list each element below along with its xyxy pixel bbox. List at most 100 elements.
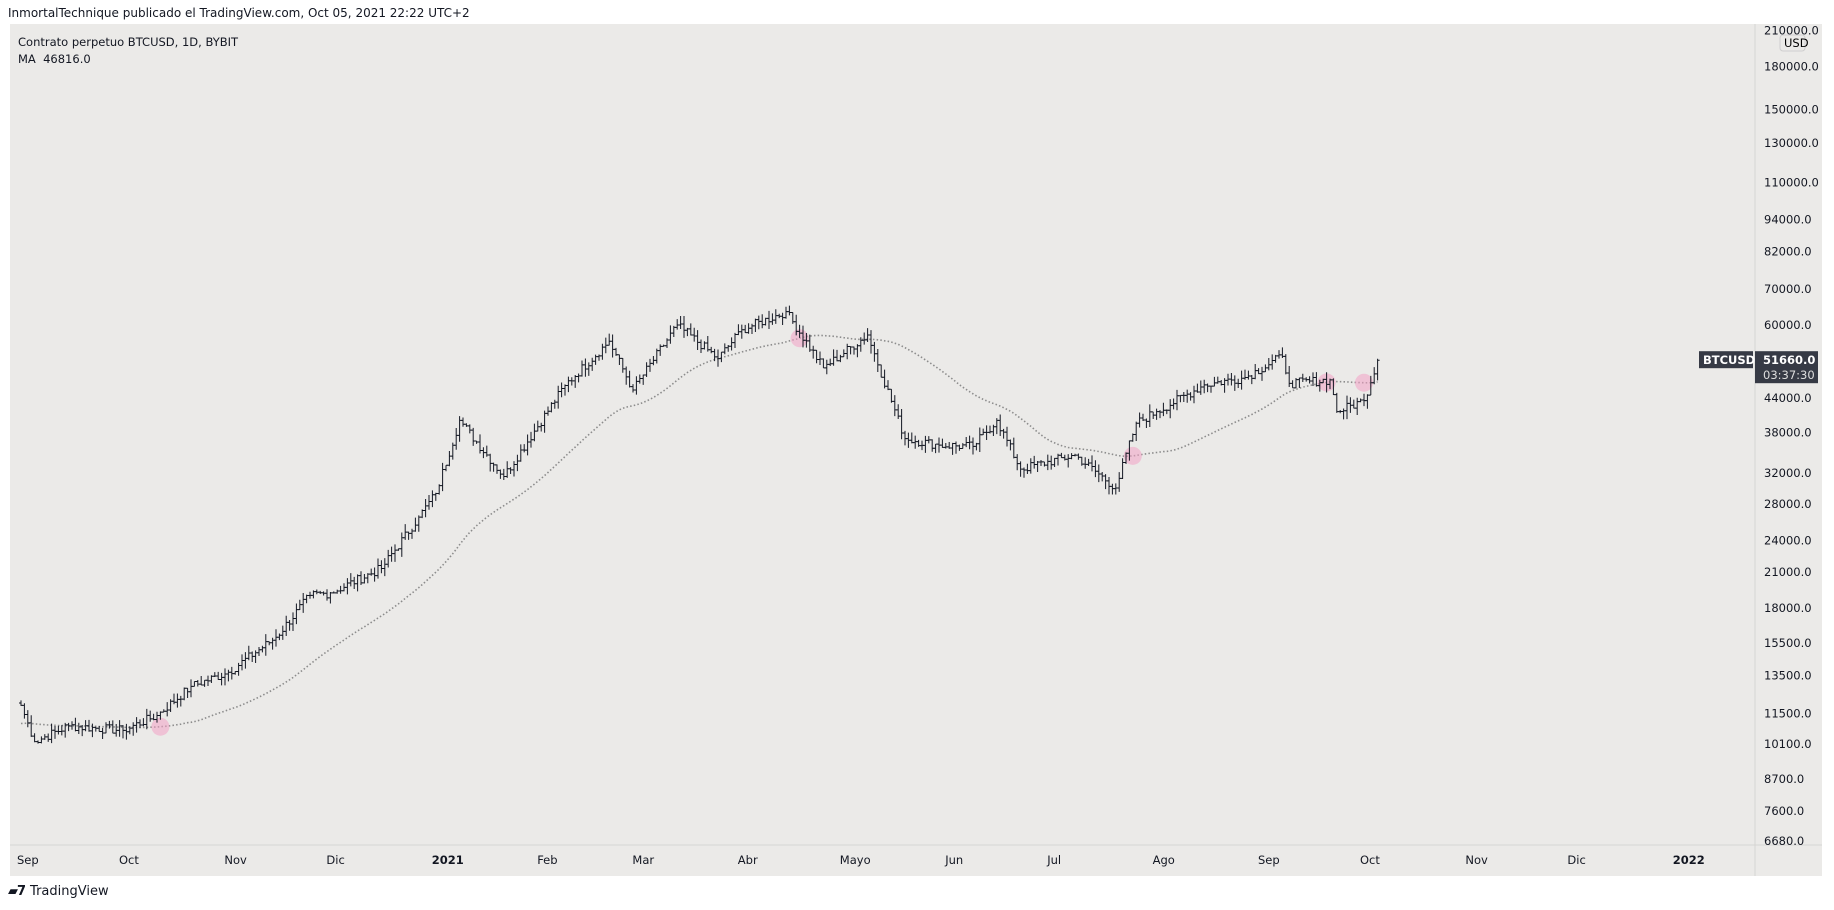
ohlc-bar[interactable] [66,722,71,732]
ohlc-bar[interactable] [182,687,187,701]
ohlc-bar[interactable] [1215,376,1220,384]
ohlc-bar[interactable] [1008,439,1013,451]
ohlc-bar[interactable] [869,330,873,354]
ohlc-bar[interactable] [535,420,540,432]
ohlc-bar[interactable] [280,625,285,640]
ohlc-bar[interactable] [291,612,295,631]
ohlc-bar[interactable] [576,373,581,383]
ohlc-bar[interactable] [178,695,183,707]
ohlc-bar[interactable] [416,515,421,532]
ohlc-bar[interactable] [219,672,224,686]
ohlc-bar[interactable] [382,558,387,577]
ohlc-bar[interactable] [104,722,108,734]
ohlc-bar[interactable] [1144,418,1149,428]
ohlc-bar[interactable] [981,428,986,436]
ohlc-bar[interactable] [223,668,227,686]
ohlc-bar[interactable] [688,323,693,336]
ohlc-bar[interactable] [644,362,649,378]
ohlc-bar[interactable] [32,733,37,743]
ohlc-bar[interactable] [257,646,261,657]
ohlc-bar[interactable] [314,589,319,595]
ohlc-bar[interactable] [1345,395,1349,420]
chart-area[interactable]: 210000.0 180000.0 150000.0 130000.0 110000.0… [10,24,1822,876]
ohlc-bar[interactable] [637,374,642,384]
ohlc-bar[interactable] [165,702,170,717]
ohlc-bar[interactable] [1260,366,1264,381]
ohlc-bar[interactable] [933,443,938,454]
ohlc-bar[interactable] [1093,460,1098,478]
ohlc-bar[interactable] [433,492,438,501]
ohlc-bar[interactable] [1134,421,1139,441]
ohlc-bar[interactable] [335,589,340,594]
ohlc-bar[interactable] [648,358,652,372]
ohlc-bar[interactable] [957,444,962,451]
ohlc-bar[interactable] [600,343,605,360]
ohlc-bar[interactable] [199,676,204,686]
ohlc-bar[interactable] [736,324,741,336]
ohlc-bar[interactable] [838,354,843,363]
ohlc-bar[interactable] [903,430,907,446]
ohlc-bar[interactable] [49,723,54,744]
ohlc-bar[interactable] [138,719,142,729]
ohlc-bar[interactable] [1113,483,1118,495]
ohlc-bar[interactable] [1195,383,1200,393]
ohlc-bar[interactable] [617,354,622,365]
ohlc-bar[interactable] [773,309,778,324]
ohlc-bar[interactable] [1375,358,1380,381]
ohlc-bar[interactable] [386,549,391,568]
ohlc-bar[interactable] [923,435,928,453]
ohlc-bar[interactable] [712,348,717,362]
ohlc-bar[interactable] [682,316,686,338]
ohlc-bar[interactable] [260,645,265,653]
ohlc-bar[interactable] [263,634,268,656]
ohlc-bar[interactable] [399,532,404,557]
ohlc-bar[interactable] [1365,394,1370,409]
ohlc-bar[interactable] [729,337,734,351]
ohlc-bar[interactable] [892,395,897,417]
ohlc-bar[interactable] [450,442,455,460]
ohlc-bar[interactable] [641,374,646,385]
ohlc-bar[interactable] [1351,399,1356,409]
ohlc-bar[interactable] [1090,455,1094,472]
ohlc-bar[interactable] [97,725,102,733]
ohlc-bar[interactable] [148,710,153,722]
ohlc-bar[interactable] [236,662,241,676]
ohlc-bar[interactable] [348,573,353,587]
ohlc-bar[interactable] [1028,458,1033,474]
ohlc-bar[interactable] [294,603,299,625]
ohlc-bar[interactable] [739,324,744,339]
ohlc-bar[interactable] [355,574,360,592]
ohlc-bar[interactable] [1015,454,1020,471]
ohlc-bar[interactable] [1117,472,1122,492]
ohlc-bar[interactable] [872,341,877,362]
ohlc-bar[interactable] [328,592,333,604]
ohlc-bar[interactable] [505,461,510,478]
ohlc-bar[interactable] [369,568,374,576]
ohlc-bar[interactable] [787,305,792,316]
ohlc-bar[interactable] [943,443,948,449]
ohlc-bar[interactable] [175,693,180,708]
ohlc-bar[interactable] [896,404,901,419]
ohlc-bar[interactable] [1137,412,1142,428]
ohlc-bar[interactable] [240,654,244,671]
ohlc-bar[interactable] [430,490,435,508]
ohlc-bar[interactable] [1059,452,1064,459]
ohlc-bar[interactable] [1066,454,1071,468]
ohlc-bar[interactable] [338,585,343,594]
ohlc-bar[interactable] [620,357,625,373]
ohlc-bar[interactable] [1107,477,1111,495]
ohlc-bar[interactable] [491,462,496,472]
ohlc-bar[interactable] [518,444,523,462]
ohlc-bar[interactable] [522,444,527,453]
ohlc-bar[interactable] [1226,373,1230,386]
ohlc-bar[interactable] [1202,379,1207,394]
ohlc-bar[interactable] [539,422,544,432]
ohlc-bar[interactable] [454,428,459,450]
ohlc-bar[interactable] [124,723,129,740]
ohlc-bar[interactable] [1246,370,1251,380]
ohlc-bar[interactable] [325,589,329,601]
ohlc-bar[interactable] [1229,372,1234,386]
ohlc-bar[interactable] [427,494,431,510]
ohlc-bar[interactable] [209,675,214,683]
ohlc-bar[interactable] [331,591,336,594]
